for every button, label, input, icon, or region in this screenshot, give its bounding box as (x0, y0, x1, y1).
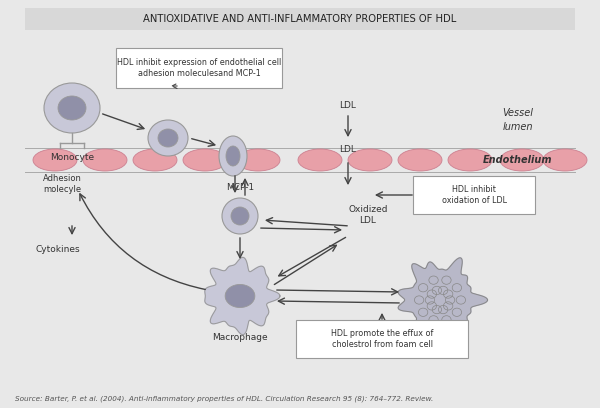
Text: Monocyte: Monocyte (50, 153, 94, 162)
Ellipse shape (448, 149, 492, 171)
Ellipse shape (398, 149, 442, 171)
Text: Source: Barter, P. et al. (2004). Anti-inflammatory properties of HDL. Circulati: Source: Barter, P. et al. (2004). Anti-i… (15, 395, 433, 402)
Text: Foam cell: Foam cell (418, 341, 461, 350)
Text: LDL: LDL (340, 146, 356, 155)
Text: Adhesion
molecyle: Adhesion molecyle (43, 174, 82, 194)
FancyBboxPatch shape (296, 320, 468, 358)
Text: Intima: Intima (502, 203, 533, 213)
Ellipse shape (158, 129, 178, 147)
Text: Oxidized
LDL: Oxidized LDL (348, 205, 388, 225)
Ellipse shape (500, 149, 544, 171)
Ellipse shape (148, 120, 188, 156)
Ellipse shape (225, 284, 255, 308)
Text: Macrophage: Macrophage (212, 333, 268, 342)
FancyBboxPatch shape (116, 48, 282, 88)
Text: HDL promote the effux of
cholestrol from foam cell: HDL promote the effux of cholestrol from… (331, 328, 433, 349)
Ellipse shape (183, 149, 227, 171)
Ellipse shape (58, 96, 86, 120)
Ellipse shape (83, 149, 127, 171)
Ellipse shape (231, 207, 249, 225)
Ellipse shape (298, 149, 342, 171)
Text: LDL: LDL (340, 102, 356, 111)
Ellipse shape (219, 136, 247, 176)
Polygon shape (398, 258, 488, 342)
Ellipse shape (33, 149, 77, 171)
Ellipse shape (236, 149, 280, 171)
Ellipse shape (133, 149, 177, 171)
Text: HDL inhibit expression of endothelial cell
adhesion moleculesand MCP-1: HDL inhibit expression of endothelial ce… (117, 58, 281, 78)
Ellipse shape (44, 83, 100, 133)
Ellipse shape (543, 149, 587, 171)
Ellipse shape (348, 149, 392, 171)
Ellipse shape (222, 198, 258, 234)
Polygon shape (205, 257, 280, 335)
Text: Endothelium: Endothelium (483, 155, 553, 165)
Text: Vessel
lumen: Vessel lumen (503, 109, 533, 132)
FancyBboxPatch shape (25, 8, 575, 30)
FancyBboxPatch shape (413, 176, 535, 214)
Ellipse shape (226, 146, 240, 166)
Text: ANTIOXIDATIVE AND ANTI-INFLAMMATORY PROPERTIES OF HDL: ANTIOXIDATIVE AND ANTI-INFLAMMATORY PROP… (143, 14, 457, 24)
Text: MCP-1: MCP-1 (226, 184, 254, 193)
Text: Cytokines: Cytokines (35, 246, 80, 255)
Text: HDL inhibit
oxidation of LDL: HDL inhibit oxidation of LDL (442, 184, 506, 205)
